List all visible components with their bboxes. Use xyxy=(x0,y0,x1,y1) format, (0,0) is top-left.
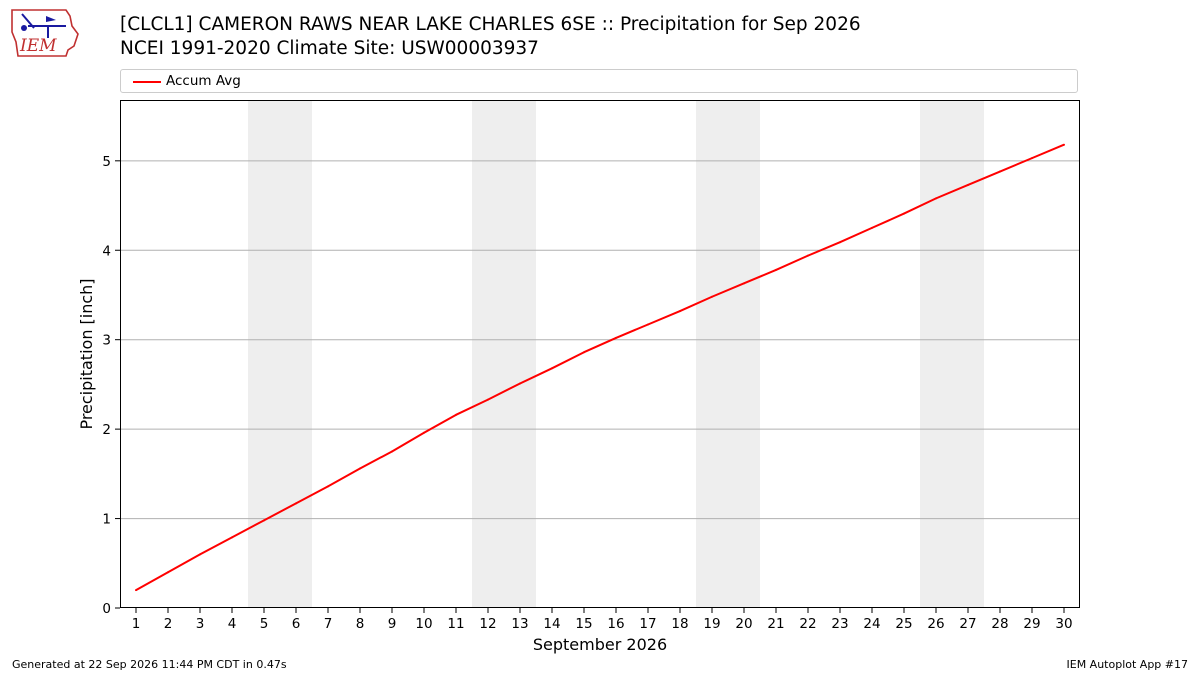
data-point xyxy=(359,467,361,470)
data-point xyxy=(999,170,1001,173)
x-axis-ticks: 1 2 3 4 5 6 7 8 9 10 11 12 13 14 15 16 17 18 19 20 21 22 23 24 2… xyxy=(132,608,1073,632)
x-axis-label: September 2026 xyxy=(533,635,667,654)
x-tick-label: 1 xyxy=(132,616,141,632)
x-tick-label: 14 xyxy=(543,616,560,632)
chart-title: [CLCL1] CAMERON RAWS NEAR LAKE CHARLES 6… xyxy=(120,13,861,61)
y-axis-label: Precipitation [inch] xyxy=(77,278,96,429)
chart-subtitle: NCEI 1991-2020 Climate Site: USW00003937 xyxy=(120,38,539,59)
x-tick-label: 18 xyxy=(671,616,688,632)
chart-title-line1: [CLCL1] CAMERON RAWS NEAR LAKE CHARLES 6… xyxy=(120,14,861,35)
data-point xyxy=(775,268,777,271)
x-tick-label: 4 xyxy=(228,616,237,632)
x-tick-label: 21 xyxy=(767,616,784,632)
x-tick-label: 5 xyxy=(260,616,269,632)
x-tick-label: 12 xyxy=(479,616,496,632)
data-point xyxy=(839,241,841,244)
footer-generated: Generated at 22 Sep 2026 11:44 PM CDT in… xyxy=(12,658,287,671)
data-point xyxy=(391,450,393,453)
y-tick-label: 1 xyxy=(102,512,111,528)
x-tick-label: 20 xyxy=(735,616,752,632)
iem-logo: IEM xyxy=(8,6,82,60)
x-tick-label: 10 xyxy=(415,616,432,632)
x-tick-label: 28 xyxy=(991,616,1008,632)
data-point xyxy=(455,413,457,416)
grid-lines xyxy=(120,160,1080,520)
y-tick-label: 2 xyxy=(102,422,111,438)
data-point xyxy=(199,553,201,556)
legend-swatch xyxy=(133,81,161,83)
data-point xyxy=(679,310,681,313)
series-line-accum-avg xyxy=(135,143,1065,591)
weekend-band xyxy=(248,100,312,608)
y-tick-label: 5 xyxy=(102,154,111,170)
x-tick-label: 24 xyxy=(863,616,880,632)
x-tick-label: 3 xyxy=(196,616,205,632)
x-tick-label: 8 xyxy=(356,616,365,632)
weekend-band xyxy=(920,100,984,608)
weekend-bands xyxy=(248,100,984,608)
data-point xyxy=(1031,157,1033,160)
data-point xyxy=(231,536,233,539)
footer-app: IEM Autoplot App #17 xyxy=(1066,658,1189,671)
data-point xyxy=(295,502,297,505)
data-point xyxy=(135,589,137,592)
data-point xyxy=(487,398,489,401)
weekend-band xyxy=(696,100,760,608)
data-point xyxy=(263,519,265,522)
data-point xyxy=(167,571,169,574)
x-tick-label: 13 xyxy=(511,616,528,632)
x-tick-label: 16 xyxy=(607,616,624,632)
x-tick-label: 29 xyxy=(1023,616,1040,632)
data-point xyxy=(871,226,873,229)
x-tick-label: 25 xyxy=(895,616,912,632)
data-point xyxy=(583,351,585,354)
data-point xyxy=(647,323,649,326)
data-point xyxy=(743,282,745,285)
svg-text:IEM: IEM xyxy=(19,36,57,56)
x-tick-label: 6 xyxy=(292,616,301,632)
x-tick-label: 11 xyxy=(447,616,464,632)
x-tick-label: 15 xyxy=(575,616,592,632)
data-point xyxy=(423,431,425,434)
x-tick-label: 17 xyxy=(639,616,656,632)
x-tick-label: 2 xyxy=(164,616,173,632)
x-tick-label: 23 xyxy=(831,616,848,632)
y-tick-label: 4 xyxy=(102,243,111,259)
weekend-band xyxy=(472,100,536,608)
legend-label: Accum Avg xyxy=(166,73,241,89)
x-tick-label: 27 xyxy=(959,616,976,632)
data-point xyxy=(615,336,617,339)
data-point xyxy=(935,197,937,200)
x-tick-label: 9 xyxy=(388,616,397,632)
data-point xyxy=(551,367,553,370)
y-tick-label: 0 xyxy=(102,601,111,617)
data-point xyxy=(807,254,809,257)
data-point xyxy=(903,212,905,215)
legend: Accum Avg xyxy=(120,69,1078,93)
data-point xyxy=(519,382,521,385)
plot-frame xyxy=(120,100,1080,608)
x-tick-label: 19 xyxy=(703,616,720,632)
x-tick-label: 7 xyxy=(324,616,333,632)
x-tick-label: 26 xyxy=(927,616,944,632)
data-point xyxy=(967,183,969,186)
data-point xyxy=(711,295,713,298)
x-tick-label: 22 xyxy=(799,616,816,632)
x-tick-label: 30 xyxy=(1055,616,1072,632)
series-layer xyxy=(135,143,1065,592)
data-point xyxy=(1063,143,1065,146)
y-tick-label: 3 xyxy=(102,333,111,349)
y-axis-ticks: 0 1 2 3 4 5 xyxy=(102,154,120,617)
data-point xyxy=(327,485,329,488)
